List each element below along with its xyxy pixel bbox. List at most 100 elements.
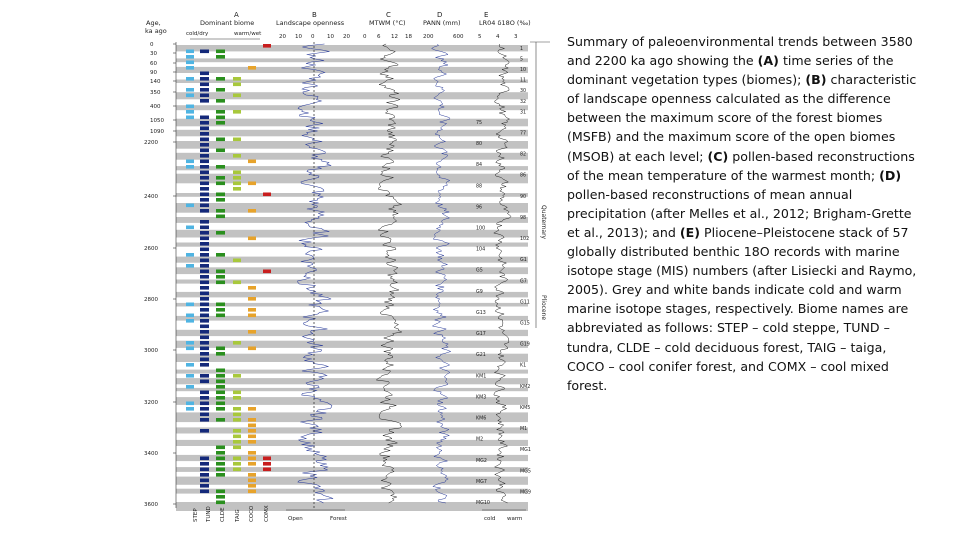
mis-label: G7	[520, 278, 527, 284]
biome-bar-clde	[216, 231, 225, 235]
lr04-tick-label: 5	[478, 34, 482, 40]
age-tick-label: 2400	[144, 194, 158, 200]
mis-label: 80	[476, 141, 482, 147]
biome-bar-tund	[200, 181, 209, 186]
biome-bar-tund	[200, 396, 209, 400]
biome-bar-tund	[200, 489, 209, 494]
biome-bar-taig	[233, 154, 241, 158]
biome-bar-clde	[216, 451, 225, 455]
mis-label: 98	[520, 215, 526, 221]
biome-bar-tund	[200, 154, 209, 158]
panel-letter-a: A	[234, 11, 239, 19]
openness-tick-label: 10	[327, 34, 334, 40]
biome-bar-coco	[248, 66, 256, 70]
biome-bar-clde	[216, 308, 225, 312]
stage-band	[176, 454, 528, 462]
stage-band	[176, 229, 528, 238]
mis-label: G17	[476, 331, 486, 337]
biome-bar-tund	[200, 99, 209, 103]
stage-band	[176, 92, 528, 100]
biome-bar-tund	[200, 297, 209, 301]
panel-letter-b: B	[312, 11, 317, 19]
biome-bar-taig	[233, 390, 241, 395]
panel-letter-c: C	[386, 11, 391, 19]
biome-bar-tund	[200, 473, 209, 477]
biome-bar-taig	[233, 176, 241, 180]
mis-label: K1	[520, 363, 526, 369]
biome-bar-tund	[200, 247, 209, 252]
biome-bar-tund	[200, 302, 209, 307]
mis-label: 77	[520, 131, 526, 137]
biome-bar-clde	[216, 192, 225, 197]
biome-bar-step	[186, 49, 194, 54]
mis-label: KM3	[476, 394, 486, 400]
openness-open-label: Open	[288, 516, 303, 522]
epoch-pliocene: Pliocene	[540, 295, 547, 320]
biome-bar-coco	[248, 418, 256, 422]
age-tick-label: 3000	[144, 348, 158, 354]
stage-band	[176, 118, 528, 127]
age-tick-label: 60	[150, 61, 157, 67]
biome-label-comx: COMX	[264, 505, 270, 522]
biome-bar-taig	[233, 467, 241, 472]
biome-bar-clde	[216, 401, 225, 406]
biome-bar-clde	[216, 269, 225, 274]
biome-bar-step	[186, 374, 194, 378]
caption-d-label: (D)	[879, 167, 902, 183]
stage-bands	[176, 45, 528, 511]
biome-bar-tund	[200, 291, 209, 296]
biome-bar-tund	[200, 236, 209, 241]
stage-band	[176, 217, 528, 223]
biome-bar-tund	[200, 478, 209, 483]
mis-label: 82	[520, 152, 526, 158]
biome-bar-clde	[216, 407, 225, 411]
biome-bar-step	[186, 110, 194, 114]
stage-band	[176, 152, 528, 160]
biome-bar-comx	[263, 467, 271, 472]
biome-bar-clde	[216, 368, 225, 373]
stage-band	[176, 476, 528, 485]
age-tick-label: 0	[150, 42, 154, 48]
biome-bar-taig	[233, 396, 241, 400]
paleo-figure: 0 30 60 90 140 350 400 1050 1090 2200 2400 2600 2800…	[140, 10, 560, 526]
biome-bar-taig	[233, 440, 241, 444]
mis-label: KM6	[476, 416, 486, 422]
mis-label: G1	[520, 257, 527, 263]
mis-label: KM2	[520, 384, 530, 390]
biome-bar-tund	[200, 330, 209, 334]
biome-bar-taig	[233, 341, 241, 345]
stage-band	[176, 412, 528, 423]
biome-bar-step	[186, 346, 194, 351]
biome-label-tund: TUND	[206, 506, 212, 523]
biome-bar-comx	[263, 44, 271, 48]
biome-bar-coco	[248, 236, 256, 241]
biome-bar-step	[186, 385, 194, 389]
biome-bar-tund	[200, 407, 209, 411]
mis-label: 32	[520, 99, 526, 105]
biome-bar-tund	[200, 49, 209, 54]
age-tick-label: 1090	[150, 129, 164, 135]
stage-band	[176, 203, 528, 213]
biome-bar-coco	[248, 484, 256, 488]
biome-bar-taig	[233, 181, 241, 186]
biome-bar-clde	[216, 374, 225, 378]
stage-band	[176, 329, 528, 337]
openness-tick-label: 20	[343, 34, 350, 40]
biome-bar-clde	[216, 198, 225, 202]
mis-label: 84	[476, 162, 482, 168]
stage-band	[176, 315, 528, 321]
biome-bar-tund	[200, 363, 209, 367]
biome-bar-clde	[216, 121, 225, 125]
biome-bar-step	[186, 93, 194, 98]
biome-bar-step	[186, 313, 194, 318]
biome-bar-clde	[216, 500, 225, 505]
mis-label: MG9	[520, 489, 531, 495]
biome-bar-tund	[200, 308, 209, 312]
biome-bar-coco	[248, 297, 256, 301]
biome-bar-clde	[216, 209, 225, 213]
openness-tick-label: 0	[311, 34, 315, 40]
mis-label: G9	[476, 289, 483, 295]
stage-band	[176, 166, 528, 171]
biome-bar-comx	[263, 269, 271, 274]
mis-label: MG10	[476, 500, 490, 506]
